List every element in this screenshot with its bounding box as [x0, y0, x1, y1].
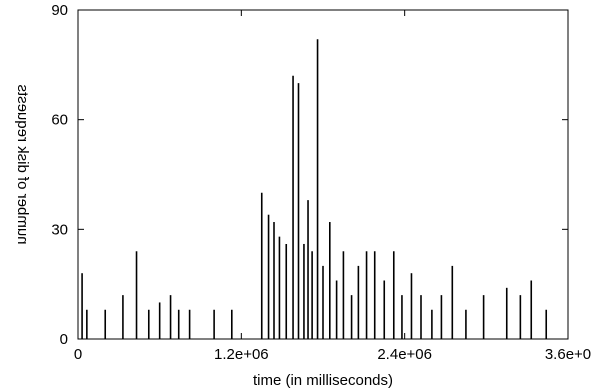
plot-frame: [77, 9, 569, 340]
x-axis-title: time (in milliseconds): [253, 372, 393, 389]
y-tick-label: 0: [60, 331, 68, 348]
y-tick-label: 30: [51, 221, 68, 238]
y-tick-label: 90: [51, 2, 68, 19]
x-tick-label: 3.6e+0: [545, 346, 591, 363]
y-tick-label: 60: [51, 112, 68, 129]
y-axis-title: number of disk requests: [14, 84, 31, 244]
y-axis: 0 30 60 90: [51, 2, 568, 348]
x-axis: 0 1.2e+06 2.4e+06 3.6e+0: [74, 10, 591, 363]
x-tick-label: 2.4e+06: [377, 346, 432, 363]
x-tick-label: 1.2e+06: [214, 346, 269, 363]
bars-group: [81, 39, 548, 339]
x-tick-label: 0: [74, 346, 82, 363]
